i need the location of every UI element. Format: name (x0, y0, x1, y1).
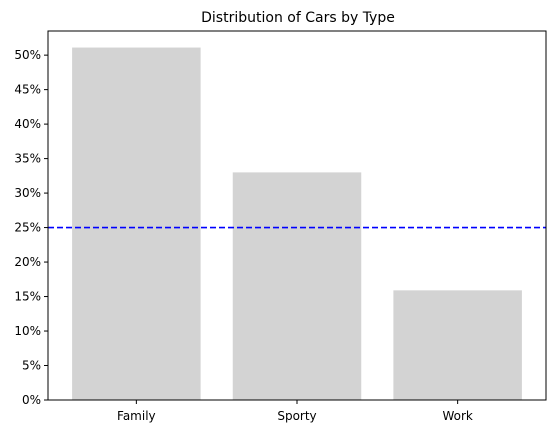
bar-sporty (232, 172, 362, 400)
plot-frame (47, 30, 547, 401)
x-tick-label-family: Family (117, 409, 156, 423)
y-tick-label: 50% (14, 48, 41, 62)
bars (72, 47, 522, 400)
y-tick-label: 15% (14, 290, 41, 304)
bar-family (72, 47, 201, 400)
y-tick-label: 20% (14, 255, 41, 269)
y-tick-label: 5% (22, 359, 41, 373)
x-tick-label-sporty: Sporty (277, 409, 316, 423)
y-tick-label: 40% (14, 117, 41, 131)
y-tick-label: 45% (14, 83, 41, 97)
y-tick-label: 30% (14, 186, 41, 200)
y-tick-label: 25% (14, 221, 41, 235)
x-tick-label-work: Work (442, 409, 472, 423)
y-axis: 0% 5% 10% 15% 20% 25% 30% 35% 40% 45% 50% (14, 48, 48, 407)
x-axis: Family Sporty Work (117, 400, 473, 423)
y-tick-label: 35% (14, 152, 41, 166)
bar-work (393, 290, 522, 400)
y-tick-label: 10% (14, 324, 41, 338)
y-tick-label: 0% (22, 393, 41, 407)
chart-title: Distribution of Cars by Type (201, 10, 395, 26)
